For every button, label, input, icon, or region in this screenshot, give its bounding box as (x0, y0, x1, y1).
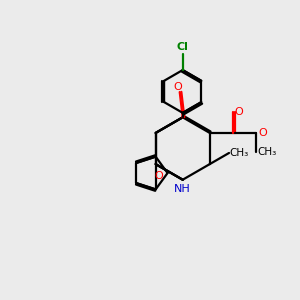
Text: CH₃: CH₃ (230, 148, 249, 158)
Text: O: O (258, 128, 267, 138)
Text: O: O (155, 171, 164, 181)
Text: Cl: Cl (177, 42, 189, 52)
Text: CH₃: CH₃ (257, 147, 277, 157)
Text: O: O (174, 82, 183, 92)
Text: NH: NH (174, 184, 191, 194)
Text: O: O (234, 107, 243, 117)
